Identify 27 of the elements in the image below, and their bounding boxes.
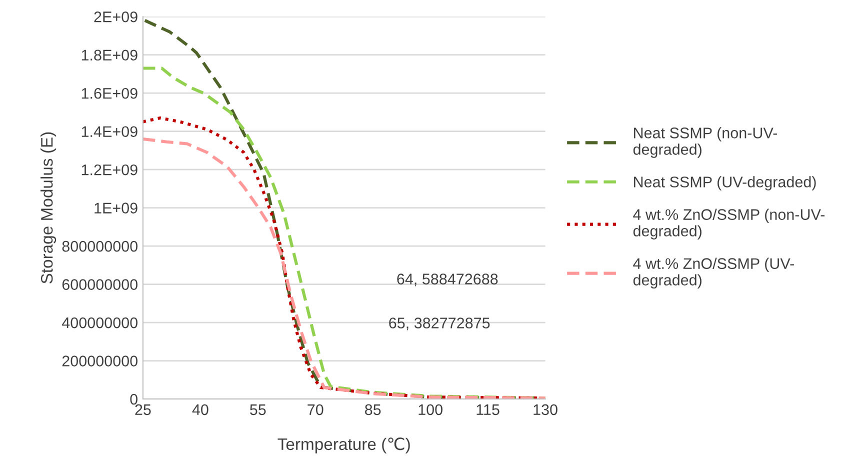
legend-label: 4 wt.% ZnO/SSMP (UV- degraded) xyxy=(633,258,794,288)
y-tick-label: 400000000 xyxy=(62,317,138,328)
annotation: 65, 382772875 xyxy=(389,318,490,330)
y-tick-label: 0 xyxy=(130,394,138,405)
y-tick-label: 2E+09 xyxy=(94,11,138,22)
annotation: 64, 588472688 xyxy=(397,274,498,286)
y-tick-label: 1E+09 xyxy=(94,202,138,214)
x-tick-label: 40 xyxy=(192,404,208,416)
x-tick-label: 25 xyxy=(135,404,151,416)
x-tick-label: 70 xyxy=(308,404,324,416)
y-tick-label: 1.6E+09 xyxy=(82,88,138,99)
y-tick-label: 1.2E+09 xyxy=(82,164,138,176)
y-tick-label: 600000000 xyxy=(62,279,138,290)
y-tick-label: 800000000 xyxy=(62,240,138,252)
x-tick-label: 115 xyxy=(476,404,500,416)
x-axis-title: Termperature (℃) xyxy=(278,438,410,454)
legend-label: Neat SSMP (non-UV- degraded) xyxy=(633,127,778,158)
x-tick-label: 85 xyxy=(365,404,381,416)
x-tick-label: 130 xyxy=(534,404,558,416)
x-tick-label: 100 xyxy=(418,404,442,416)
y-tick-label: 1.8E+09 xyxy=(82,50,138,61)
x-tick-label: 55 xyxy=(250,404,266,416)
y-tick-label: 1.4E+09 xyxy=(82,126,138,138)
y-axis-title: Storage Modulus (E) xyxy=(40,132,56,284)
legend-label: 4 wt.% ZnO/SSMP (non-UV- degraded) xyxy=(633,208,825,240)
legend-label: Neat SSMP (UV-degraded) xyxy=(634,176,816,190)
y-tick-label: 200000000 xyxy=(62,356,138,366)
